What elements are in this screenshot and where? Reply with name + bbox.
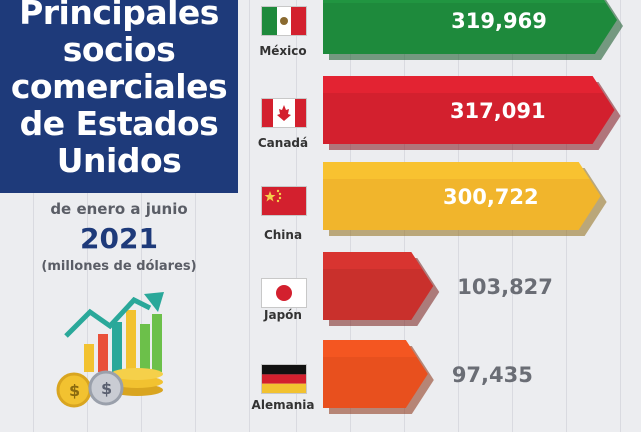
value-label-china: 300,722 xyxy=(443,185,539,209)
japan-flag-icon xyxy=(261,278,307,308)
growth-money-icon: $ $ xyxy=(56,292,164,408)
bar-canada xyxy=(323,76,621,150)
country-label-japon: Japón xyxy=(264,308,302,322)
bar-alemania xyxy=(323,340,434,414)
china-flag-icon xyxy=(261,186,307,216)
country-label-alemania: Alemania xyxy=(251,398,315,412)
bar-japon xyxy=(323,252,440,326)
bar-highlight-mexico xyxy=(323,0,606,3)
bar-china xyxy=(323,162,607,236)
chart-title: Principales socios comerciales de Estado… xyxy=(10,0,228,180)
year-label: 2021 xyxy=(80,222,158,255)
period-label: de enero a junio xyxy=(50,200,188,218)
mexico-flag-icon xyxy=(261,6,307,36)
value-label-japon: 103,827 xyxy=(457,275,553,299)
bar-highlight-china xyxy=(323,162,590,179)
bar-mexico xyxy=(323,0,623,60)
country-label-china: China xyxy=(263,228,303,242)
bar-body-mexico xyxy=(323,0,617,54)
country-label-canada: Canadá xyxy=(257,136,309,150)
title-panel: Principales socios comerciales de Estado… xyxy=(0,0,238,193)
units-label: (millones de dólares) xyxy=(41,259,197,274)
bar-highlight-japon xyxy=(323,252,423,269)
canada-flag-icon xyxy=(261,98,307,128)
bar-highlight-canada xyxy=(323,76,604,93)
country-label-mexico: México xyxy=(259,44,307,58)
germany-flag-icon xyxy=(261,364,307,394)
value-label-mexico: 319,969 xyxy=(451,9,547,33)
svg-text:$: $ xyxy=(101,379,112,398)
value-label-alemania: 97,435 xyxy=(452,363,533,387)
bar-highlight-alemania xyxy=(323,340,417,357)
svg-text:$: $ xyxy=(69,381,80,400)
value-label-canada: 317,091 xyxy=(450,99,546,123)
